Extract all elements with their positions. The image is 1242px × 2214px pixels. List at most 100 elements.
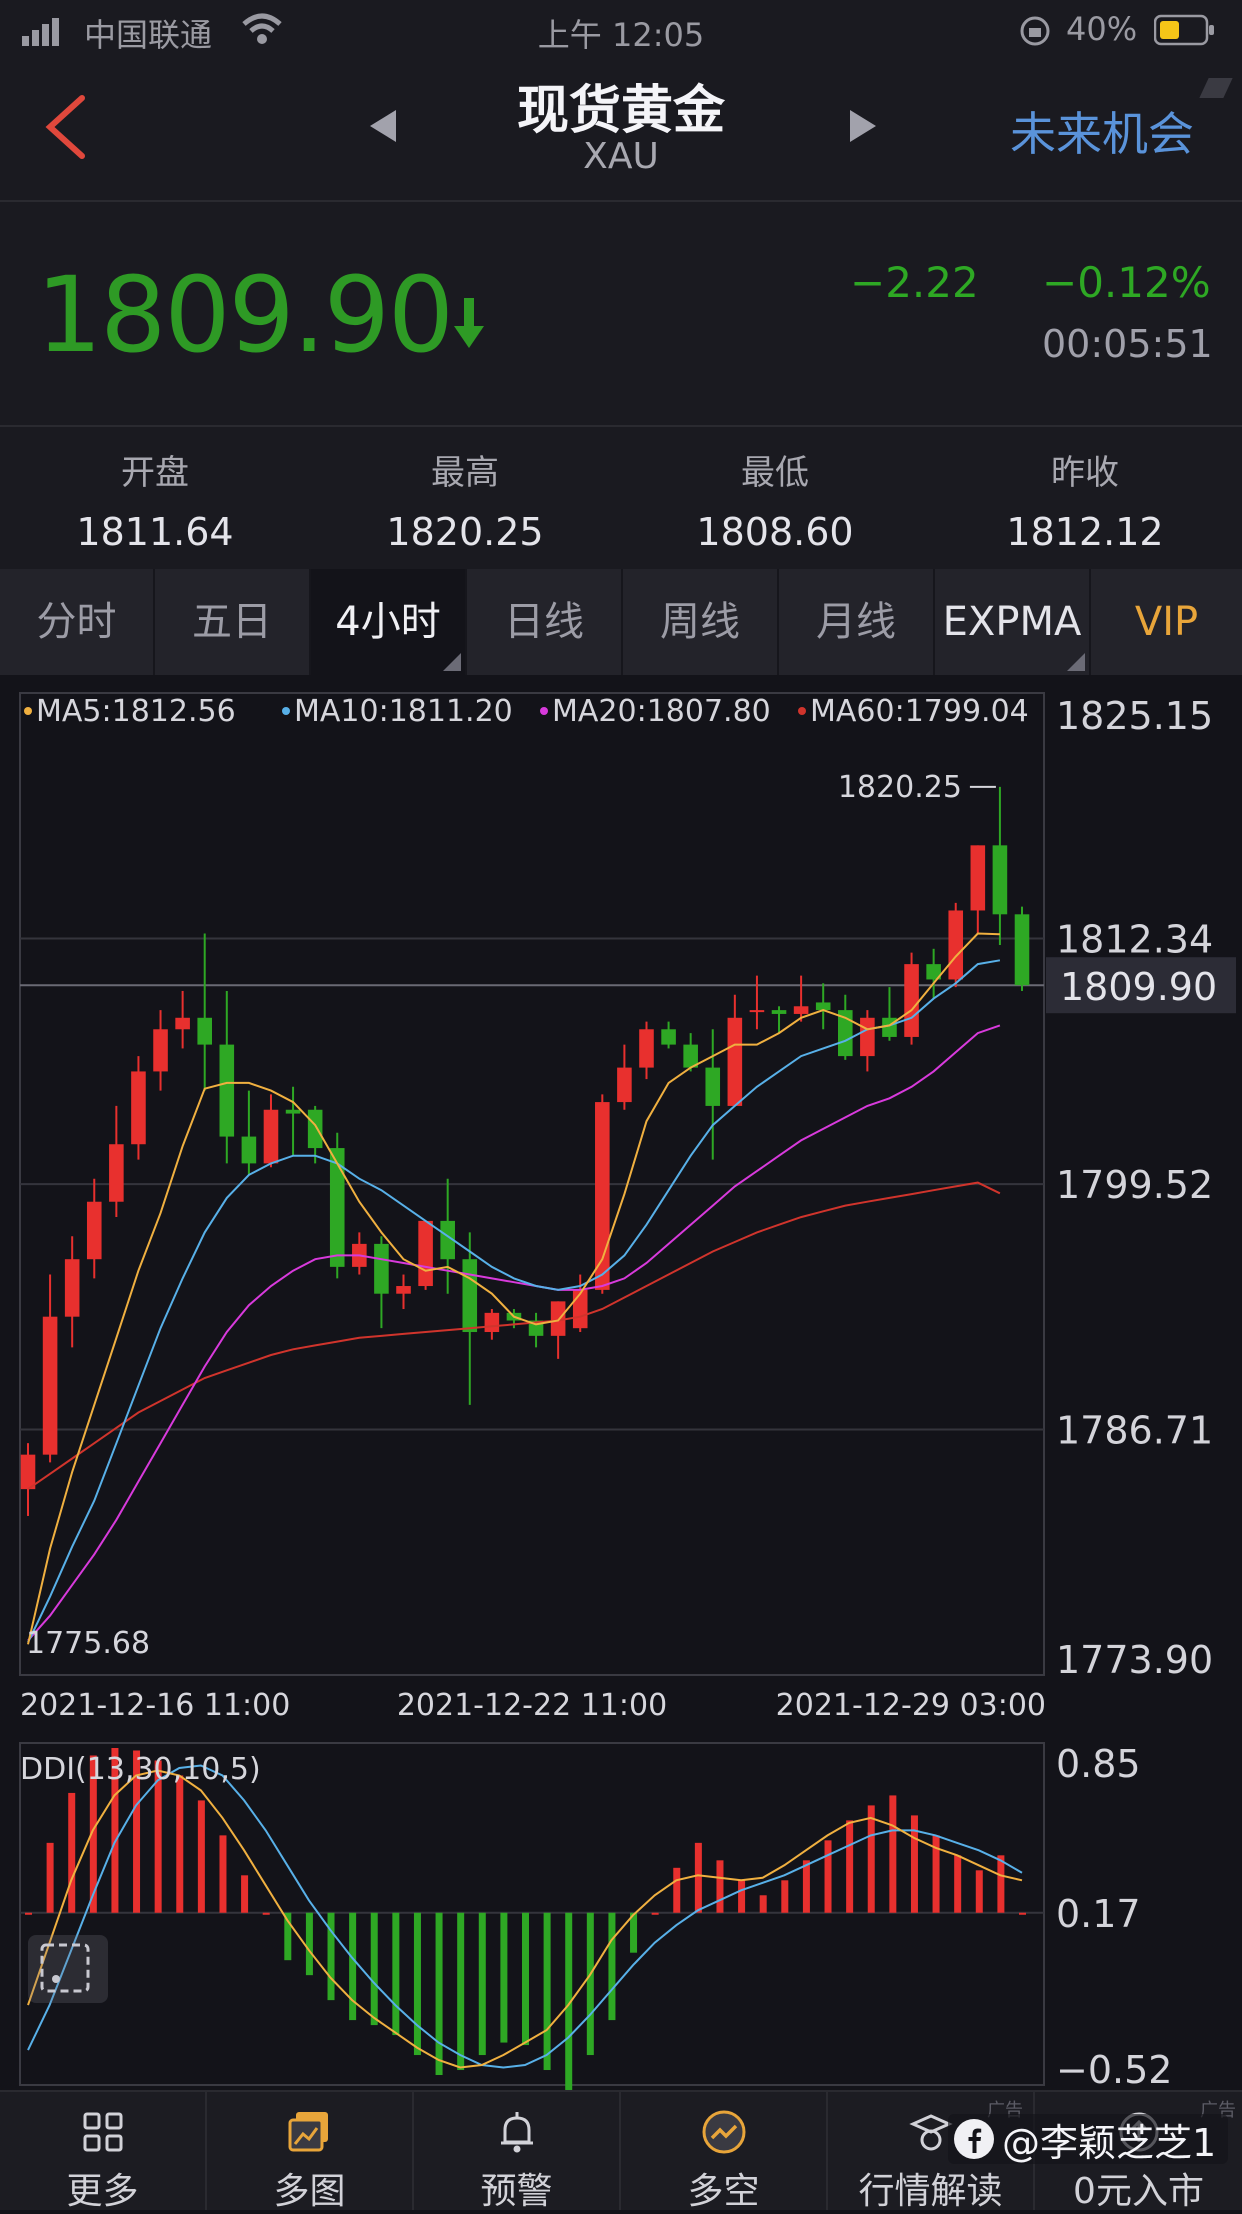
candlestick-chart[interactable]: 1825.15 1812.34 1799.52 1786.71 1773.90 1809.…: [0, 675, 1242, 2092]
indicator-bar: [262, 1912, 270, 1915]
x-tick-label: 2021-12-16 11:00: [20, 1688, 290, 1723]
indicator-bar: [954, 1855, 962, 1913]
future-opportunity-link[interactable]: 未来机会: [1010, 107, 1194, 161]
candle-body: [374, 1243, 389, 1294]
alert-button[interactable]: 预警: [414, 2092, 621, 2212]
tab-4-hour[interactable]: 4小时: [311, 569, 467, 675]
tab-expma-options-icon: [1067, 653, 1085, 671]
page-subtitle: XAU: [583, 136, 659, 177]
candle-body: [20, 1454, 36, 1490]
y-tick-label: 1799.52: [1056, 1163, 1213, 1207]
indicator-bar: [46, 1842, 54, 1913]
indicator-tick-label: 0.85: [1056, 1742, 1141, 1786]
y-tick-label: 1773.90: [1056, 1638, 1213, 1682]
candle-body: [948, 910, 964, 980]
indicator-bar: [565, 1912, 573, 2090]
indicator-bar: [154, 1760, 162, 1913]
more-button[interactable]: 更多: [0, 2092, 207, 2212]
candle-body: [484, 1312, 500, 1333]
candle-body: [904, 964, 919, 1037]
more-label: 更多: [66, 2171, 139, 2212]
period-tabs: 分时 五日 4小时 日线 周线 月线 EXPMA VIP: [0, 569, 1242, 675]
open-value: 1811.64: [76, 510, 234, 554]
candle-body: [771, 1010, 787, 1014]
indicator-bar: [111, 1747, 119, 1913]
current-price-tag: [1046, 957, 1236, 1014]
expand-icon: [40, 1943, 90, 1993]
tab-vip[interactable]: VIP: [1134, 599, 1199, 645]
low-value: 1808.60: [696, 510, 854, 554]
indicator-tick-label: 0.17: [1056, 1892, 1141, 1936]
candle-body: [219, 1044, 235, 1137]
indicator-pane-frame: [19, 1742, 1045, 2086]
facebook-logo-icon: [954, 2119, 994, 2159]
down-arrow-icon: [452, 296, 486, 356]
chart-area[interactable]: 1825.15 1812.34 1799.52 1786.71 1773.90 1809.…: [0, 675, 1242, 2092]
triangle-right-icon: [850, 110, 876, 142]
fullscreen-button[interactable]: [28, 1935, 108, 2003]
y-tick-label: 1812.34: [1056, 917, 1213, 961]
tab-weekly[interactable]: 周线: [623, 569, 779, 675]
x-tick-label: 2021-12-29 03:00: [776, 1688, 1046, 1723]
next-symbol-button[interactable]: [846, 108, 880, 148]
indicator-bar: [89, 1755, 97, 1913]
x-tick-label: 2021-12-22 11:00: [397, 1688, 667, 1723]
legend-label: MA10:1811.20: [294, 694, 513, 729]
indicator-bar: [478, 1912, 486, 2056]
candle-body: [307, 1109, 323, 1149]
tab-five-day[interactable]: 五日: [155, 569, 311, 675]
triangle-left-icon: [370, 110, 396, 142]
candle-body: [882, 1017, 897, 1037]
open-label: 开盘: [121, 453, 189, 493]
candle-body: [396, 1286, 411, 1294]
candle-body: [64, 1259, 80, 1317]
nav-header: 现货黄金 XAU 未来机会: [0, 62, 1242, 200]
multi-chart-button[interactable]: 多图: [207, 2092, 414, 2212]
indicator-bar: [910, 1815, 918, 1913]
high-marker-label: 1820.25: [838, 770, 962, 805]
indicator-bar: [435, 1912, 443, 2076]
indicator-bar: [867, 1805, 875, 1913]
indicator-bar: [68, 1792, 76, 1913]
indicator-bar: [370, 1912, 378, 2026]
candle-body: [661, 1029, 676, 1045]
indicator-bar: [413, 1912, 421, 2056]
indicator-bar: [673, 1867, 681, 1913]
tab-daily[interactable]: 日线: [467, 569, 623, 675]
long-short-button[interactable]: 多空: [621, 2092, 828, 2212]
indicator-bar: [197, 1800, 205, 1913]
legend-label: MA5:1812.56: [36, 694, 236, 729]
candle-body: [131, 1071, 146, 1145]
candle-body: [418, 1220, 433, 1287]
candle-body: [263, 1109, 279, 1164]
prev-symbol-button[interactable]: [366, 108, 400, 148]
back-button[interactable]: [40, 92, 90, 166]
candle-body: [860, 1017, 875, 1057]
tab-expma[interactable]: EXPMA: [935, 569, 1091, 675]
price-change: −2.22: [850, 258, 979, 307]
indicator-bar: [716, 1860, 724, 1913]
quote-panel: 1809.90 −2.22 −0.12% 00:05:51: [0, 200, 1242, 427]
indicator-bar: [349, 1912, 357, 2021]
prev-close-stat: 昨收 1812.12: [930, 445, 1240, 554]
rotation-lock-icon: [1018, 14, 1052, 56]
candle-body: [595, 1102, 610, 1290]
status-time: 上午 12:05: [537, 16, 705, 54]
candle-body: [86, 1201, 102, 1260]
tab-4-hour-label: 4小时: [335, 599, 441, 645]
carrier: 中国联通: [84, 16, 213, 54]
status-bar: 中国联通 上午 12:05 40%: [0, 0, 1242, 62]
ohlc-panel: 开盘 1811.64 最高 1820.25 最低 1808.60 昨收 1812…: [0, 425, 1242, 571]
candle-body: [837, 1010, 853, 1057]
tab-intraday[interactable]: 分时: [0, 569, 155, 675]
candle-body: [639, 1029, 654, 1068]
tab-monthly[interactable]: 月线: [779, 569, 935, 675]
y-tick-label: 1825.15: [1056, 694, 1213, 738]
multi-chart-icon: [288, 2112, 328, 2152]
candle-body: [241, 1136, 257, 1164]
grid-icon: [83, 2112, 122, 2152]
legend-label: MA20:1807.80: [552, 694, 771, 729]
high-stat: 最高 1820.25: [310, 445, 620, 554]
back-arrow-icon: [45, 95, 85, 159]
indicator-tick-label: −0.52: [1056, 2048, 1172, 2090]
